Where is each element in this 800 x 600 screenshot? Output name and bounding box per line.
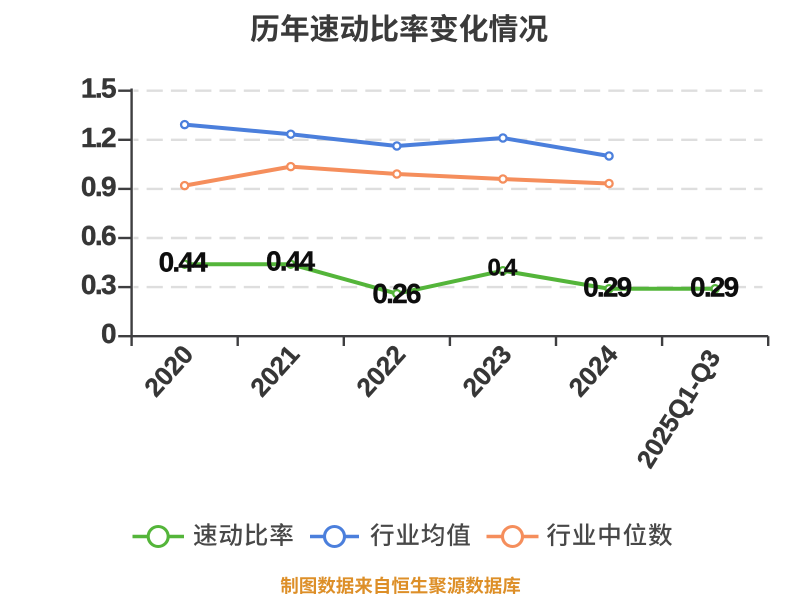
- svg-text:1.5: 1.5: [81, 73, 116, 104]
- svg-text:0.29: 0.29: [583, 271, 632, 302]
- svg-text:2020: 2020: [138, 339, 199, 402]
- svg-text:0: 0: [101, 318, 116, 349]
- svg-text:2021: 2021: [244, 339, 305, 402]
- svg-text:2024: 2024: [563, 339, 624, 402]
- svg-text:0.9: 0.9: [81, 171, 116, 202]
- svg-text:0.44: 0.44: [159, 247, 209, 278]
- svg-text:2023: 2023: [456, 339, 517, 402]
- svg-text:0.44: 0.44: [266, 245, 316, 276]
- svg-text:1.2: 1.2: [81, 122, 116, 153]
- svg-text:0.6: 0.6: [81, 220, 116, 251]
- svg-text:0.3: 0.3: [81, 269, 116, 300]
- svg-text:0.4: 0.4: [488, 255, 518, 282]
- svg-text:0.29: 0.29: [690, 271, 739, 302]
- svg-text:2022: 2022: [350, 339, 411, 402]
- svg-text:0.26: 0.26: [372, 278, 421, 309]
- svg-text:2025Q1-Q3: 2025Q1-Q3: [632, 345, 726, 473]
